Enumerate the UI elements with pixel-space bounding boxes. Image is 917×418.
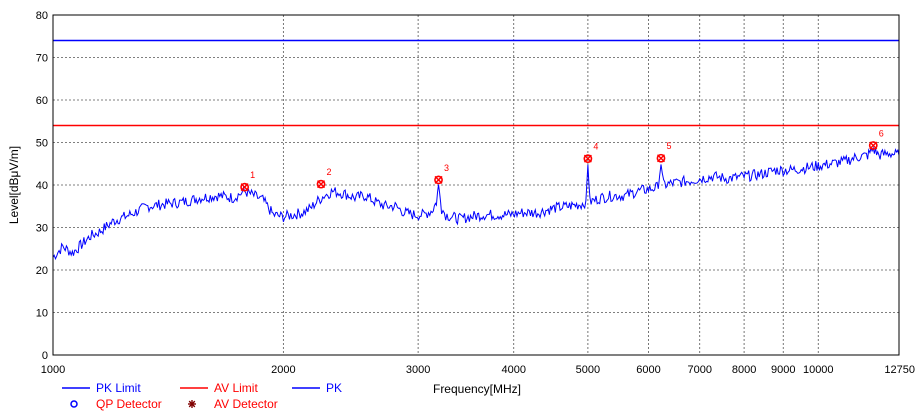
x-tick-label: 12750 (884, 364, 915, 376)
y-tick-label: 10 (36, 308, 48, 320)
peak-marker-label: 3 (444, 163, 449, 173)
x-tick-label: 3000 (406, 364, 430, 376)
y-tick-label: 0 (42, 350, 48, 362)
legend-label: QP Detector (96, 397, 162, 411)
peak-marker-cross (317, 180, 326, 189)
x-tick-label: 6000 (636, 364, 660, 376)
peak-marker-circle (583, 154, 593, 164)
peak-marker: 4 (583, 142, 598, 164)
x-axis-label: Frequency[MHz] (433, 382, 521, 396)
plot-frame (52, 14, 900, 356)
y-tick-label: 30 (36, 223, 48, 235)
y-tick-labels: 0 10 20 30 40 50 60 70 80 (36, 10, 48, 362)
peak-marker-label: 4 (593, 142, 598, 152)
y-tick-label: 20 (36, 265, 48, 277)
x-tick-label: 2000 (271, 364, 295, 376)
peak-marker: 3 (434, 163, 449, 185)
peak-marker-cross (869, 141, 878, 150)
legend-swatch (188, 400, 196, 408)
peak-marker-cross (583, 154, 592, 163)
legend-item: QP Detector (70, 397, 162, 411)
peak-marker: 6 (868, 128, 884, 150)
legend: PK Limit AV Limit PK QP Detector AV Detector (62, 381, 342, 411)
legend-label: AV Detector (214, 397, 278, 411)
series-line-pk (52, 146, 900, 261)
legend-label: PK Limit (96, 381, 141, 395)
legend-label: AV Limit (214, 381, 258, 395)
x-tick-label: 9000 (771, 364, 795, 376)
legend-swatch (70, 400, 78, 408)
peak-marker-label: 2 (327, 167, 332, 177)
y-tick-label: 70 (36, 53, 48, 65)
x-tick-label: 1000 (41, 364, 65, 376)
peak-marker-label: 5 (666, 141, 671, 151)
x-tick-label: 5000 (576, 364, 600, 376)
y-tick-label: 50 (36, 138, 48, 150)
x-tick-label: 7000 (687, 364, 711, 376)
peak-marker-circle (434, 175, 443, 185)
peak-marker: 5 (656, 141, 671, 163)
legend-item: AV Limit (180, 381, 258, 395)
legend-item: AV Detector (188, 397, 278, 411)
peak-marker-cross (434, 175, 443, 184)
x-tick-labels: 1000 2000 3000 4000 5000 6000 7000 8000 9000 1000… (41, 364, 915, 376)
peak-marker-cross (240, 183, 249, 192)
peak-marker-label: 6 (879, 128, 884, 138)
limit-lines (53, 39, 899, 127)
peak-marker: 1 (240, 170, 255, 192)
x-tick-label: 8000 (732, 364, 756, 376)
peak-marker-circle (868, 141, 878, 150)
legend-item: PK Limit (62, 381, 141, 395)
legend-label: PK (326, 381, 342, 395)
series-lines (52, 146, 900, 261)
x-tick-label: 4000 (501, 364, 525, 376)
legend-item: PK (292, 381, 342, 395)
peak-marker: 2 (316, 167, 332, 189)
grid (53, 15, 899, 355)
peak-marker-circle (316, 179, 326, 189)
peak-markers: 1 2 3 4 5 6 (240, 128, 884, 192)
peak-marker-cross (656, 154, 665, 163)
peak-marker-label: 1 (250, 170, 255, 180)
y-tick-label: 60 (36, 95, 48, 107)
y-tick-label: 40 (36, 180, 48, 192)
y-tick-label: 80 (36, 10, 48, 22)
peak-marker-circle (240, 182, 250, 192)
x-tick-label: 10000 (803, 364, 834, 376)
peak-marker-circle (656, 153, 666, 163)
y-axis-label: Level[dBμV/m] (7, 146, 21, 224)
